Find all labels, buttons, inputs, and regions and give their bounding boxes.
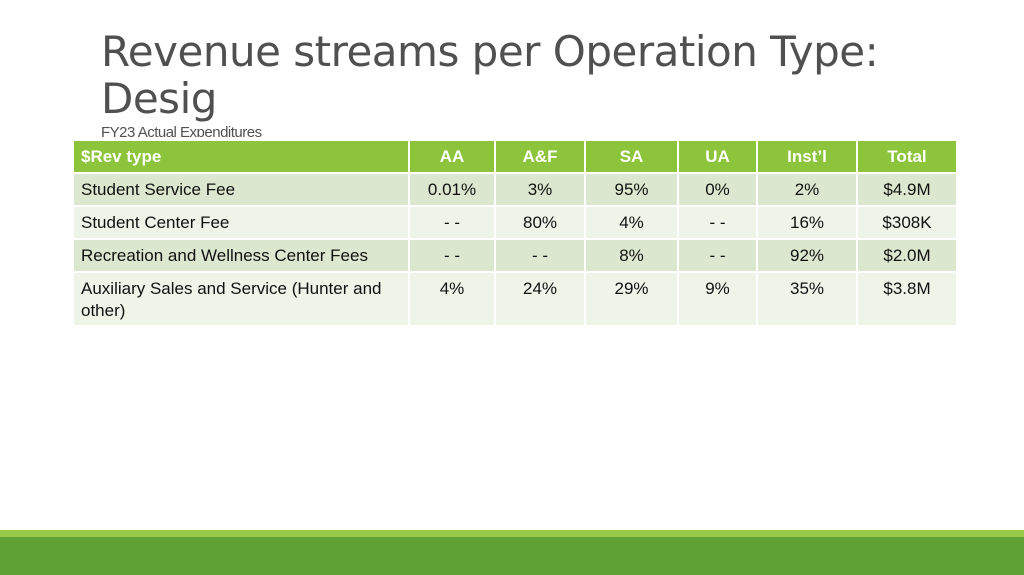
table-cell-af: 3% (494, 172, 586, 207)
table-row: Student Center Fee - - 80% 4% - - 16% $3… (72, 205, 958, 240)
revenue-table: $Rev type AA A&F SA UA Inst’l Total Stud… (72, 139, 958, 327)
table-cell-total: $3.8M (856, 271, 958, 327)
table-cell-aa: 0.01% (408, 172, 496, 207)
table-cell-instl: 35% (756, 271, 858, 327)
table-cell-rev-type: Auxiliary Sales and Service (Hunter and … (72, 271, 410, 327)
footer-accent-bar (0, 530, 1024, 537)
table-cell-ua: - - (677, 238, 758, 273)
table-cell-ua: 9% (677, 271, 758, 327)
table-cell-af: 80% (494, 205, 586, 240)
header-cell-sa: SA (584, 139, 679, 174)
table-cell-sa: 95% (584, 172, 679, 207)
slide-title: Revenue streams per Operation Type: Desi… (101, 27, 879, 123)
header-cell-rev-type: $Rev type (72, 139, 410, 174)
table-cell-instl: 16% (756, 205, 858, 240)
table-cell-ua: - - (677, 205, 758, 240)
table-cell-aa: 4% (408, 271, 496, 327)
table-cell-af: - - (494, 238, 586, 273)
table-cell-aa: - - (408, 205, 496, 240)
header-cell-aa: AA (408, 139, 496, 174)
table-cell-sa: 8% (584, 238, 679, 273)
table-row: Recreation and Wellness Center Fees - - … (72, 238, 958, 273)
table-row: Auxiliary Sales and Service (Hunter and … (72, 271, 958, 327)
table-cell-rev-type: Student Service Fee (72, 172, 410, 207)
table-cell-instl: 92% (756, 238, 858, 273)
table-cell-instl: 2% (756, 172, 858, 207)
table-cell-rev-type: Student Center Fee (72, 205, 410, 240)
slide-subtitle: FY23 Actual Expenditures (101, 124, 262, 137)
table-cell-total: $2.0M (856, 238, 958, 273)
table-cell-sa: 29% (584, 271, 679, 327)
header-cell-af: A&F (494, 139, 586, 174)
table-header-row: $Rev type AA A&F SA UA Inst’l Total (72, 139, 958, 174)
table-cell-total: $308K (856, 205, 958, 240)
table-row: Student Service Fee 0.01% 3% 95% 0% 2% $… (72, 172, 958, 207)
table-cell-total: $4.9M (856, 172, 958, 207)
header-cell-instl: Inst’l (756, 139, 858, 174)
table-cell-aa: - - (408, 238, 496, 273)
table-cell-af: 24% (494, 271, 586, 327)
table-cell-sa: 4% (584, 205, 679, 240)
table-cell-ua: 0% (677, 172, 758, 207)
header-cell-ua: UA (677, 139, 758, 174)
header-cell-total: Total (856, 139, 958, 174)
table-cell-rev-type: Recreation and Wellness Center Fees (72, 238, 410, 273)
footer-bar (0, 537, 1024, 575)
